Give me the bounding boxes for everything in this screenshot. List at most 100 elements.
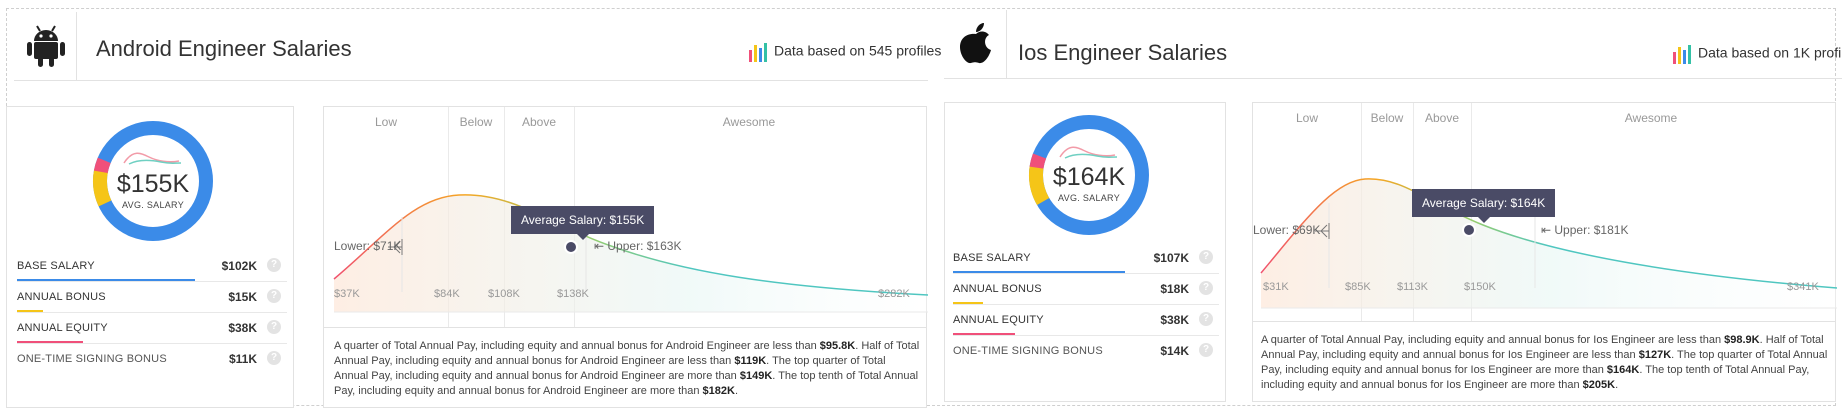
axis-tick: $31K: [1263, 281, 1289, 293]
base-salary-label: BASE SALARY: [953, 252, 1031, 264]
desc-text: . The top tenth of Total Annual Pay, inc…: [1261, 364, 1810, 391]
axis-tick: $85K: [1345, 281, 1371, 293]
base-salary-value: $107K: [1153, 251, 1189, 265]
annual-bonus-value: $15K: [228, 290, 257, 304]
divider: [1253, 321, 1835, 322]
axis-tick: $37K: [334, 288, 360, 300]
logo-box: [14, 12, 77, 80]
signing-bonus-value: $11K: [228, 352, 257, 366]
avg-salary-marker[interactable]: [564, 240, 578, 254]
desc-value: $164K: [1606, 364, 1640, 376]
annual-equity-value: $38K: [1160, 313, 1189, 327]
android-icon: [27, 25, 65, 67]
help-icon[interactable]: ?: [1199, 250, 1213, 264]
apple-icon: [960, 23, 991, 64]
zone-above-label: Above: [521, 115, 557, 129]
divider: [324, 327, 926, 328]
salary-distribution-card: Low Below Above Awesome Lower: $71K ⇤ Up…: [323, 106, 928, 408]
zone-below-label: Below: [459, 115, 493, 129]
avg-salary-label: AVG. SALARY: [122, 200, 184, 210]
desc-value: $182K: [702, 385, 735, 397]
salary-distribution-card: Low Below Above Awesome Lower: $69K ⇤ Up…: [1252, 102, 1837, 402]
base-salary-bar: [953, 271, 1125, 273]
desc-text: . Half of Total Annual Pay, including eq…: [334, 340, 920, 367]
avg-salary-value: $164K: [1052, 163, 1126, 191]
bar-chart-icon: [1673, 45, 1691, 64]
data-based-note: Data based on 545 profiles: [748, 42, 941, 62]
avg-salary-donut: [93, 121, 213, 241]
annual-equity-bar: [17, 341, 83, 343]
avg-salary-tooltip: Average Salary: $155K: [511, 206, 655, 240]
avg-salary-label: AVG. SALARY: [1058, 193, 1120, 203]
salary-summary-card: $164K AVG. SALARY BASE SALARY $107K ? AN…: [944, 102, 1226, 402]
base-salary-value: $102K: [221, 259, 257, 273]
desc-text: . The top quarter of Total Annual Pay, i…: [334, 355, 886, 382]
upper-bound-label: ⇤ Upper: $163K: [594, 239, 682, 253]
signing-bonus-value: $14K: [1160, 344, 1189, 358]
panel-header: Ios Engineer Salaries Data based on 1K p…: [944, 10, 1842, 79]
help-icon[interactable]: ?: [1199, 343, 1213, 357]
ios-salary-panel: Ios Engineer Salaries Data based on 1K p…: [944, 10, 1842, 410]
lower-bound-label: Lower: $71K: [334, 239, 402, 253]
axis-tick: $108K: [488, 288, 520, 300]
axis-tick: $282K: [878, 288, 910, 300]
base-salary-label: BASE SALARY: [17, 260, 95, 272]
android-salary-panel: Android Engineer Salaries Data based on …: [6, 12, 941, 412]
zone-low-label: Low: [374, 115, 397, 129]
avg-salary-value: $155K: [116, 170, 190, 198]
avg-salary-donut: [1029, 115, 1149, 235]
base-salary-row: BASE SALARY $107K ?: [953, 243, 1219, 274]
desc-value: $98.9K: [1724, 334, 1760, 346]
base-salary-bar: [17, 279, 195, 281]
avg-salary-tooltip: Average Salary: $164K: [1412, 189, 1556, 223]
distribution-curve: [1260, 178, 1837, 309]
annual-equity-row: ANNUAL EQUITY $38K ?: [17, 313, 287, 344]
zone-awesome-label: Awesome: [722, 115, 776, 129]
help-icon[interactable]: ?: [267, 320, 281, 334]
annual-equity-label: ANNUAL EQUITY: [953, 314, 1044, 326]
data-based-note: Data based on 1K profiles: [1672, 44, 1842, 64]
desc-value: $95.8K: [819, 340, 856, 352]
axis-tick: $341K: [1787, 281, 1819, 293]
desc-text: A quarter of Total Annual Pay, including…: [1261, 334, 1725, 346]
annual-bonus-bar: [953, 302, 983, 304]
axis-tick: $84K: [434, 288, 460, 300]
help-icon[interactable]: ?: [1199, 312, 1213, 326]
desc-value: $149K: [739, 370, 773, 382]
upper-bound-text: Upper: $163K: [607, 239, 682, 253]
annual-equity-label: ANNUAL EQUITY: [17, 322, 108, 334]
desc-value: $119K: [734, 355, 767, 367]
axis-tick: $113K: [1397, 281, 1428, 293]
desc-text: . Half of Total Annual Pay, including eq…: [1261, 334, 1824, 361]
desc-text: .: [734, 385, 739, 397]
annual-bonus-label: ANNUAL BONUS: [953, 283, 1042, 295]
signing-bonus-label: ONE-TIME SIGNING BONUS: [953, 345, 1103, 357]
desc-value: $205K: [1582, 379, 1616, 391]
help-icon[interactable]: ?: [267, 289, 281, 303]
data-based-text: Data based on 1K profiles: [1698, 44, 1842, 61]
desc-text: . The top quarter of Total Annual Pay, i…: [1261, 349, 1828, 376]
desc-text: .: [1615, 379, 1619, 391]
annual-equity-value: $38K: [228, 321, 257, 335]
lower-bound-label: Lower: $69K: [1253, 223, 1321, 237]
desc-text: A quarter of Total Annual Pay, including…: [334, 340, 820, 352]
help-icon[interactable]: ?: [267, 258, 281, 272]
data-based-text: Data based on 545 profiles: [774, 42, 942, 59]
zone-awesome-label: Awesome: [1624, 111, 1678, 125]
desc-value: $127K: [1638, 349, 1672, 361]
annual-equity-row: ANNUAL EQUITY $38K ?: [953, 305, 1219, 336]
page-title: Android Engineer Salaries: [96, 36, 352, 61]
signing-bonus-row: ONE-TIME SIGNING BONUS $14K ?: [953, 336, 1219, 366]
percentile-description: A quarter of Total Annual Pay, including…: [334, 339, 920, 399]
percentile-description: A quarter of Total Annual Pay, including…: [1261, 333, 1831, 393]
upper-bound-label: ⇤ Upper: $181K: [1541, 223, 1629, 237]
avg-salary-marker[interactable]: [1462, 223, 1476, 237]
help-icon[interactable]: ?: [1199, 281, 1213, 295]
annual-bonus-row: ANNUAL BONUS $18K ?: [953, 274, 1219, 305]
panel-header: Android Engineer Salaries Data based on …: [14, 12, 941, 81]
zone-below-label: Below: [1370, 111, 1404, 125]
annual-equity-bar: [953, 333, 1015, 335]
upper-bound-text: Upper: $181K: [1554, 223, 1629, 237]
help-icon[interactable]: ?: [267, 351, 281, 365]
logo-box: [944, 10, 1007, 78]
